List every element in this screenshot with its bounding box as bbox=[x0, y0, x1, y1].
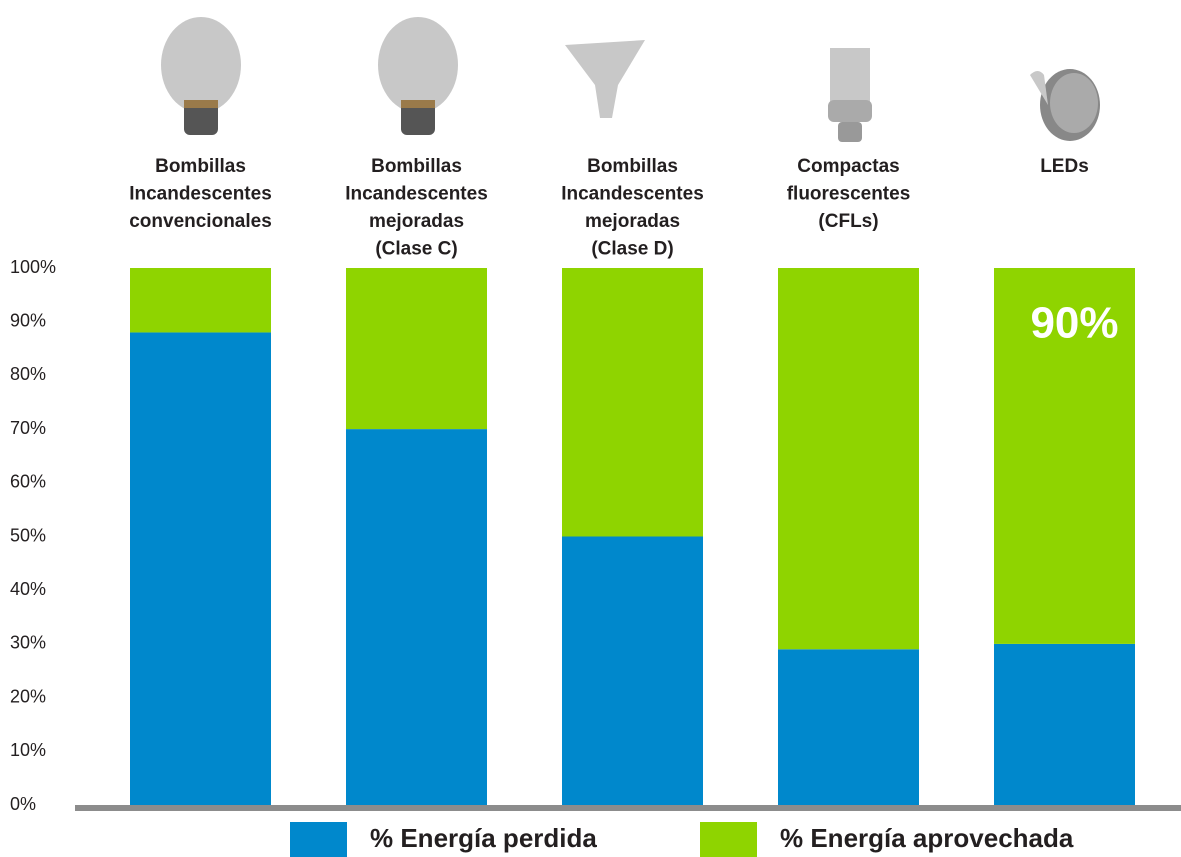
x-tick-label: (CFLs) bbox=[818, 211, 878, 232]
y-tick-label: 100% bbox=[10, 257, 56, 277]
bar-segment bbox=[778, 649, 919, 805]
x-tick-label: Bombillas bbox=[587, 156, 678, 177]
bar-segment bbox=[130, 332, 271, 805]
bar-segment bbox=[562, 536, 703, 805]
x-tick-label: (Clase D) bbox=[591, 239, 673, 260]
bar-segment bbox=[994, 268, 1135, 644]
y-tick-label: 10% bbox=[10, 740, 46, 760]
bulb-icons bbox=[161, 17, 1100, 142]
x-tick-label: fluorescentes bbox=[787, 184, 911, 205]
legend-label: % Energía perdida bbox=[370, 823, 597, 853]
x-tick-label: LEDs bbox=[1040, 156, 1089, 177]
x-tick-label: mejoradas bbox=[369, 211, 464, 232]
y-tick-label: 20% bbox=[10, 686, 46, 706]
bar-segment bbox=[346, 429, 487, 805]
x-tick-label: Bombillas bbox=[371, 156, 462, 177]
x-tick-label: Bombillas bbox=[155, 156, 246, 177]
x-tick-label: Incandescentes bbox=[345, 184, 488, 205]
y-tick-label: 0% bbox=[10, 794, 36, 814]
x-tick-label: Incandescentes bbox=[561, 184, 704, 205]
legend-swatch bbox=[700, 822, 757, 857]
bar-segment bbox=[994, 643, 1135, 805]
annotation: 90% bbox=[1030, 299, 1118, 348]
y-tick-label: 30% bbox=[10, 633, 46, 653]
legend-swatch bbox=[290, 822, 347, 857]
bar-segment bbox=[130, 268, 271, 333]
y-tick-label: 90% bbox=[10, 310, 46, 330]
x-tick-label: convencionales bbox=[129, 211, 272, 232]
y-tick-label: 40% bbox=[10, 579, 46, 599]
y-tick-label: 70% bbox=[10, 418, 46, 438]
x-axis bbox=[75, 805, 1181, 811]
x-tick-label: (Clase C) bbox=[375, 239, 457, 260]
y-tick-label: 60% bbox=[10, 472, 46, 492]
x-tick-label: Incandescentes bbox=[129, 184, 272, 205]
x-tick-label: mejoradas bbox=[585, 211, 680, 232]
y-tick-label: 50% bbox=[10, 525, 46, 545]
bar-segment bbox=[562, 268, 703, 537]
x-tick-label: Compactas bbox=[797, 156, 899, 177]
legend-label: % Energía aprovechada bbox=[780, 823, 1074, 853]
y-tick-label: 80% bbox=[10, 364, 46, 384]
bar-segment bbox=[346, 268, 487, 430]
bar-segment bbox=[778, 268, 919, 650]
